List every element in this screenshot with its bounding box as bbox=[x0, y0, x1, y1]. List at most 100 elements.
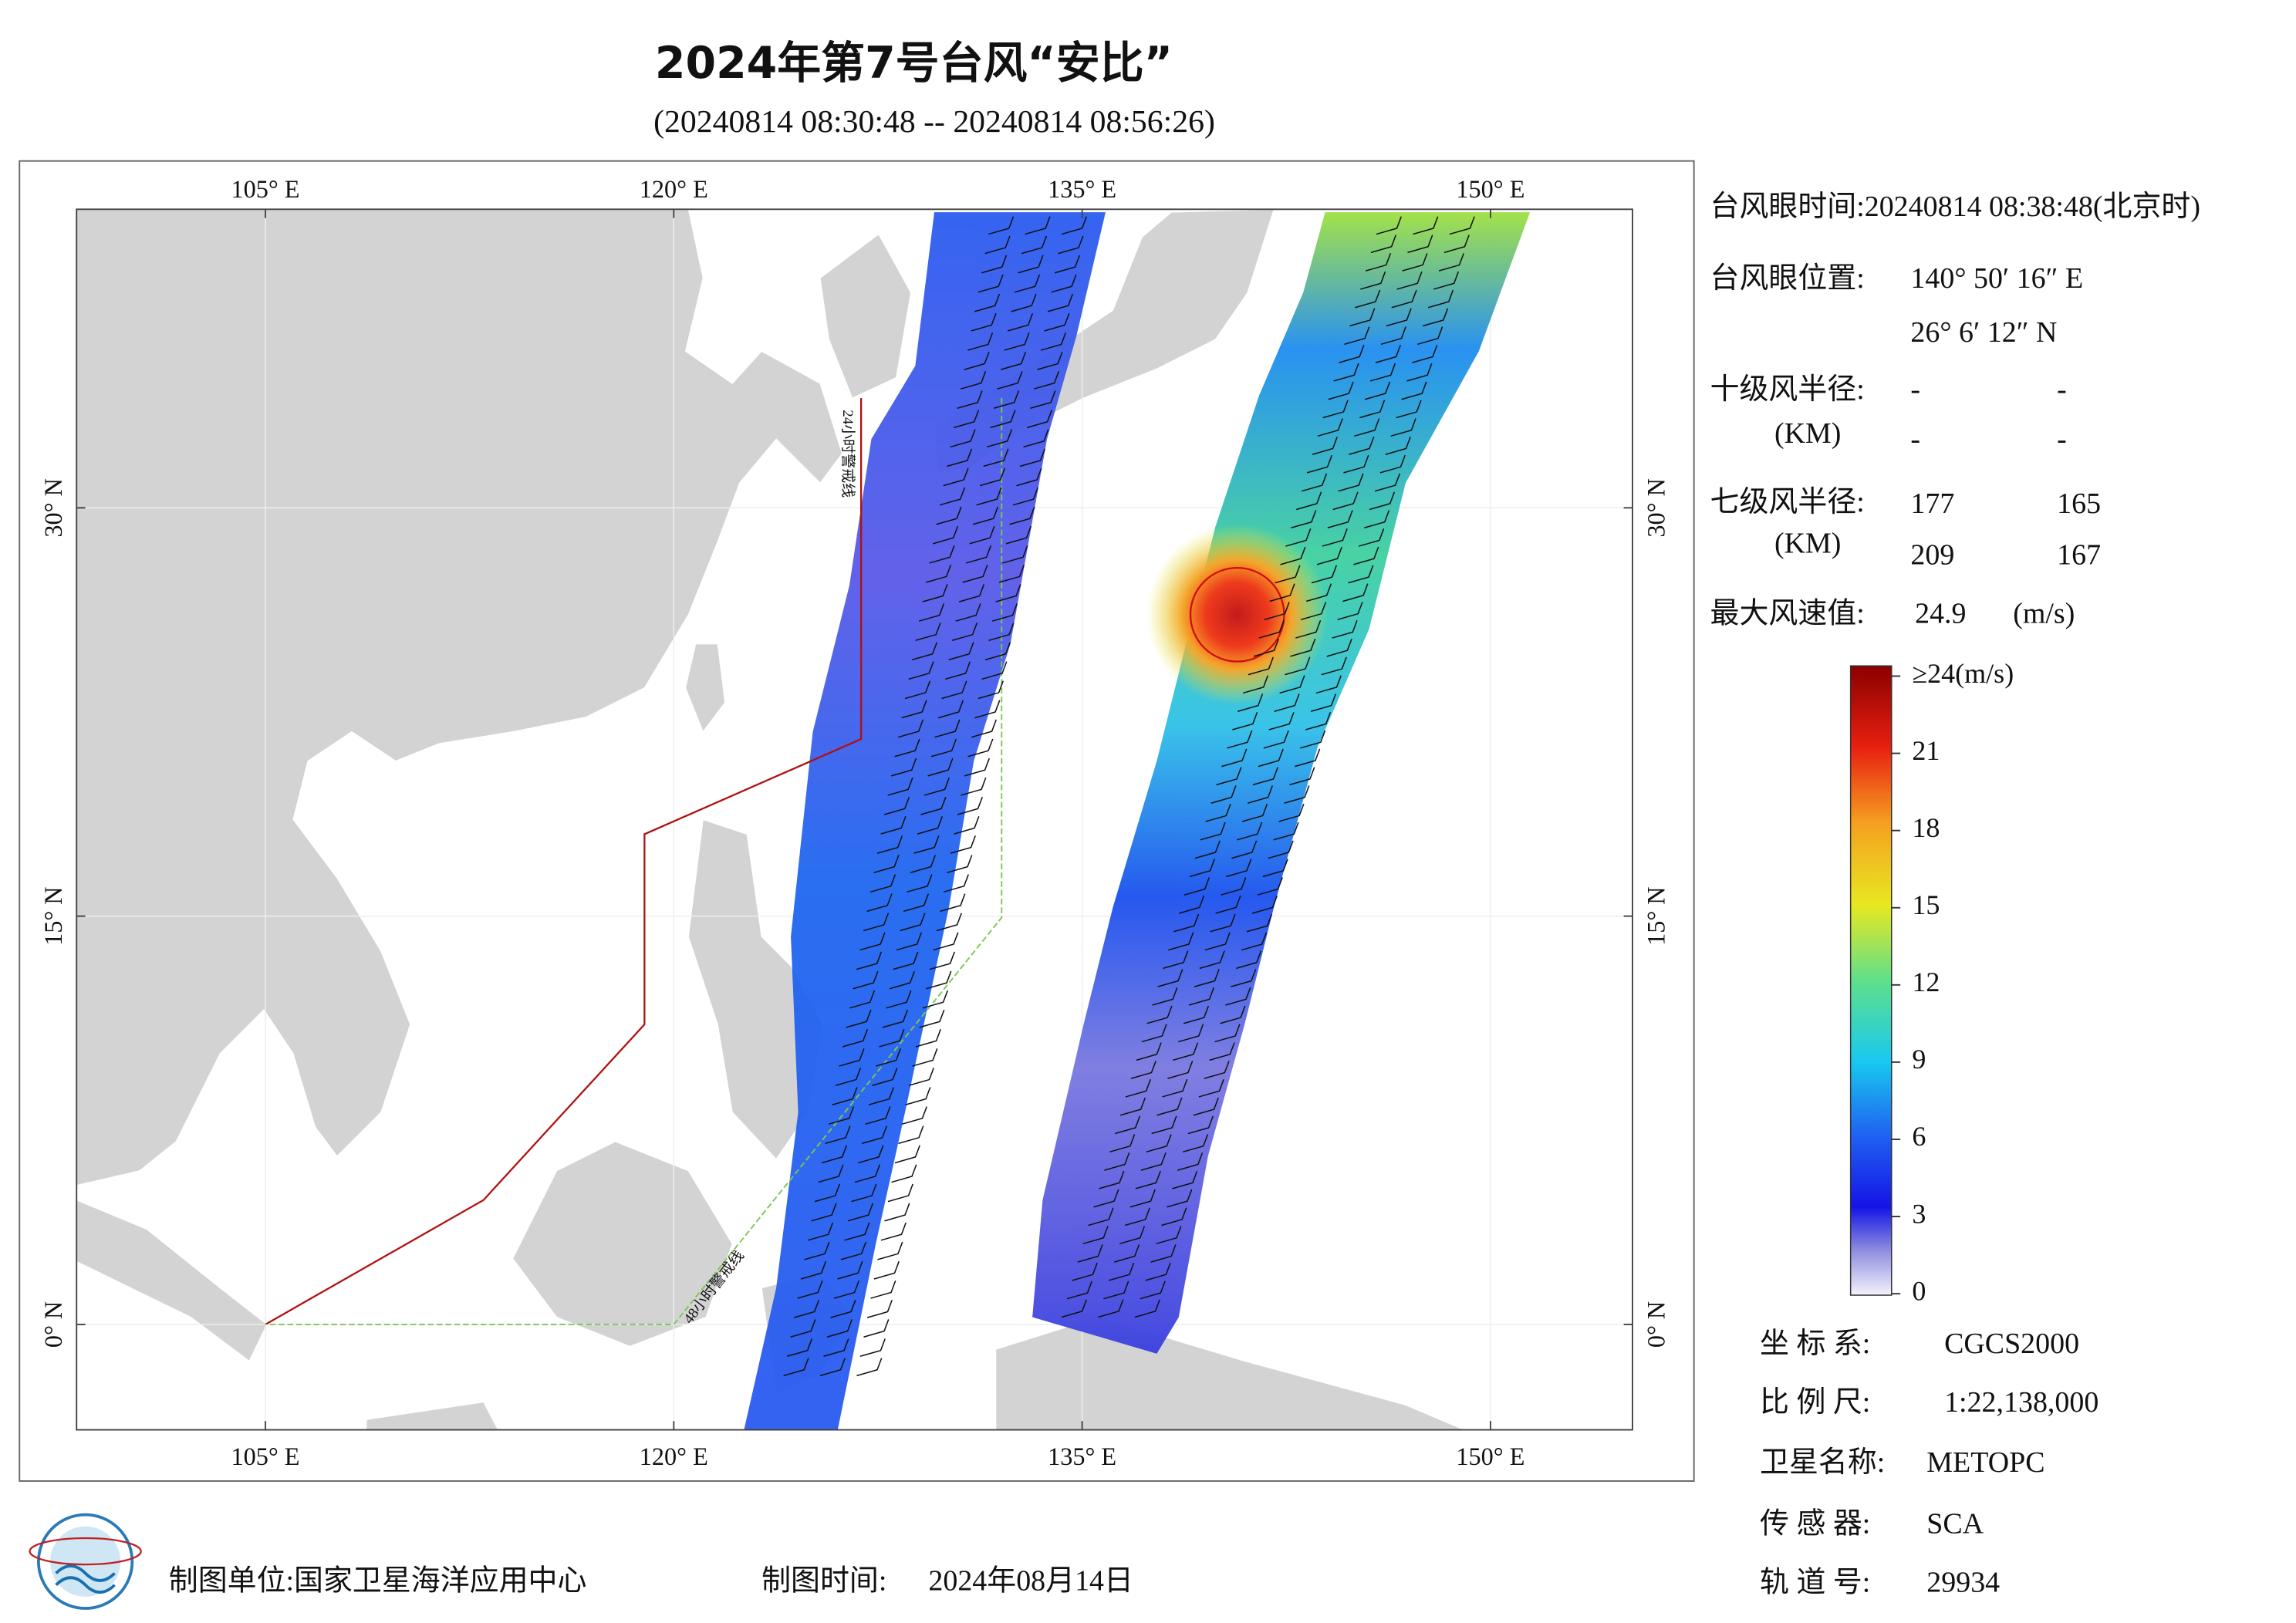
wind-barb bbox=[866, 893, 893, 913]
wind-barb bbox=[1077, 1244, 1103, 1263]
wind-barb bbox=[830, 1300, 856, 1318]
colorbar bbox=[1849, 665, 1893, 1296]
wind-barb bbox=[1178, 895, 1205, 914]
wind-barb bbox=[1237, 693, 1264, 712]
r7-value: 167 bbox=[2057, 539, 2101, 572]
wind-barb bbox=[883, 796, 910, 815]
wind-barb bbox=[969, 525, 995, 545]
wind-barb bbox=[1379, 454, 1406, 474]
wind-barb bbox=[1167, 1189, 1193, 1208]
wind-barb bbox=[825, 1125, 851, 1145]
wind-barb bbox=[936, 913, 962, 932]
wind-barb bbox=[1369, 491, 1396, 511]
wind-barb bbox=[1412, 345, 1438, 363]
r10-label: 十级风半径: bbox=[1710, 373, 1865, 406]
wind-barb bbox=[1156, 1097, 1183, 1116]
wind-barb bbox=[1161, 1207, 1187, 1227]
wind-barb bbox=[908, 1068, 934, 1086]
wind-barb bbox=[807, 1222, 834, 1241]
wind-barb bbox=[967, 738, 994, 758]
wind-barb bbox=[1333, 363, 1359, 382]
wind-barb bbox=[933, 932, 959, 951]
wind-barb bbox=[981, 255, 1008, 274]
wind-barb bbox=[984, 235, 1011, 255]
wind-barb bbox=[1225, 987, 1251, 1006]
wind-barb bbox=[1204, 932, 1231, 951]
wind-barb bbox=[979, 467, 1006, 487]
wind-barb bbox=[1215, 895, 1241, 914]
wind-barb bbox=[961, 777, 987, 796]
lat-label: 0° N bbox=[1643, 1301, 1670, 1348]
wind-barb bbox=[1152, 987, 1178, 1006]
wind-barb bbox=[896, 932, 923, 951]
wind-barb bbox=[1449, 216, 1475, 235]
wind-barb bbox=[849, 990, 876, 1009]
wind-barb bbox=[1221, 877, 1247, 896]
wind-barb bbox=[1291, 510, 1317, 529]
wind-barb bbox=[873, 855, 900, 873]
wind-barb bbox=[943, 467, 969, 487]
wind-barb bbox=[1274, 693, 1300, 712]
wind-barb bbox=[1119, 1097, 1146, 1116]
wind-barb bbox=[976, 487, 1002, 506]
wind-barb bbox=[1054, 255, 1081, 274]
map-area: 24小时警戒线 48小时警戒线 bbox=[76, 209, 1633, 1430]
wind-barb bbox=[853, 970, 879, 990]
wind-barb bbox=[1268, 711, 1295, 731]
wind-barb bbox=[926, 970, 952, 990]
wind-barb bbox=[1140, 1281, 1166, 1300]
wind-barb bbox=[865, 1106, 891, 1125]
wind-barb bbox=[880, 1222, 907, 1241]
wind-barb bbox=[1021, 235, 1048, 255]
eye-longitude: 140° 50′ 16″ E bbox=[1910, 262, 2083, 295]
wind-barb bbox=[1002, 545, 1028, 564]
wind-barb bbox=[873, 1260, 900, 1280]
lat-label: 15° N bbox=[39, 886, 67, 946]
wind-barb bbox=[1061, 1299, 1088, 1318]
wind-barb bbox=[1321, 656, 1347, 676]
wind-barb bbox=[1253, 638, 1279, 657]
wind-barb bbox=[1301, 473, 1328, 492]
meta-value: METOPC bbox=[1926, 1446, 2044, 1479]
wind-barb bbox=[1146, 1005, 1173, 1024]
wind-barb bbox=[840, 1241, 866, 1260]
wind-barb bbox=[960, 371, 987, 390]
wind-barb bbox=[1093, 1189, 1119, 1208]
wind-barb bbox=[1210, 913, 1236, 933]
wind-barb bbox=[927, 758, 954, 777]
wind-barb bbox=[823, 1338, 849, 1358]
wind-barb bbox=[912, 1048, 938, 1067]
max-wind-unit: (m/s) bbox=[2013, 597, 2075, 629]
colorbar-label: 21 bbox=[1912, 735, 1940, 766]
wind-barb bbox=[1040, 332, 1067, 351]
wind-barb bbox=[1183, 1005, 1210, 1024]
wind-barb bbox=[786, 1338, 813, 1358]
wind-barb bbox=[1236, 950, 1262, 970]
wind-barb bbox=[800, 1260, 827, 1280]
lon-label: 135° E bbox=[1048, 175, 1116, 203]
wind-barb bbox=[1226, 859, 1252, 878]
wind-barb bbox=[1114, 1115, 1141, 1135]
lon-label: 120° E bbox=[640, 175, 708, 203]
wind-barb bbox=[1167, 1061, 1194, 1079]
colorbar-label: 12 bbox=[1912, 967, 1940, 997]
wind-barb bbox=[1401, 381, 1427, 400]
wind-barb bbox=[1103, 1281, 1129, 1300]
wind-barb bbox=[932, 525, 959, 545]
wind-barb bbox=[903, 893, 930, 913]
wind-barb bbox=[1104, 1152, 1130, 1171]
eye-position-label: 台风眼位置: bbox=[1710, 262, 1865, 295]
wind-barb bbox=[1007, 312, 1034, 332]
wind-barb bbox=[1189, 859, 1215, 878]
wind-barb bbox=[934, 719, 961, 738]
wind-barb bbox=[1343, 454, 1369, 474]
wind-barb bbox=[1262, 859, 1288, 878]
wind-barb bbox=[925, 564, 952, 583]
wind-barb bbox=[911, 642, 938, 661]
wind-barb bbox=[875, 1048, 902, 1067]
wind-barb bbox=[898, 1125, 924, 1145]
wind-barb bbox=[1296, 491, 1322, 511]
colorbar-label: 9 bbox=[1912, 1044, 1926, 1075]
r7-label: 七级风半径: bbox=[1710, 486, 1865, 518]
wind-barb bbox=[1044, 312, 1070, 332]
